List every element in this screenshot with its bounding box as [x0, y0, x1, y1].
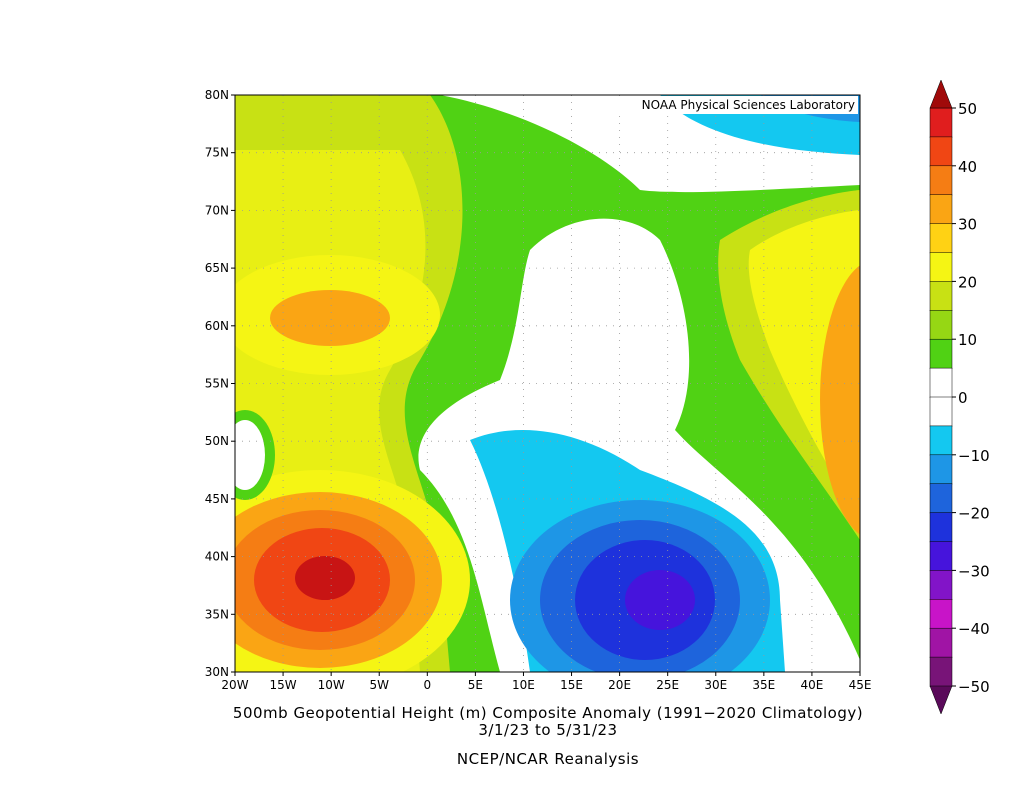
colorbar-label: −40 [958, 620, 990, 638]
lat-label: 35N [205, 607, 229, 621]
map-title: 500mb Geopotential Height (m) Composite … [233, 704, 863, 722]
lon-label: 15W [270, 678, 297, 692]
lon-label: 10W [318, 678, 345, 692]
color-band [929, 396, 953, 427]
color-band [929, 310, 953, 340]
lon-label: 35E [752, 678, 775, 692]
over-arrow [929, 79, 953, 109]
color-band [929, 338, 953, 369]
lat-label: 50N [205, 434, 229, 448]
color-band [929, 107, 953, 138]
source: NCEP/NCAR Reanalysis [457, 750, 639, 768]
lon-label: 30E [704, 678, 727, 692]
colorbar: 50 40 30 20 10 0 −10 −20 −30 −40 −50 [929, 79, 990, 715]
lat-label: 70N [205, 203, 229, 217]
colorbar-label: −30 [958, 562, 990, 580]
color-band [929, 281, 953, 312]
lat-label: 80N [205, 88, 229, 102]
color-band [929, 425, 953, 456]
color-band [929, 627, 953, 658]
lat-label: 45N [205, 492, 229, 506]
map-frame [234, 94, 861, 673]
colorbar-label: 20 [958, 273, 977, 291]
color-band [929, 570, 953, 601]
lat-label: 60N [205, 319, 229, 333]
color-band [929, 483, 953, 514]
lon-label: 15E [560, 678, 583, 692]
colorbar-label: −20 [958, 505, 990, 523]
color-band [929, 512, 953, 543]
colorbar-label: −50 [958, 678, 990, 696]
date-range: 3/1/23 to 5/31/23 [478, 721, 617, 739]
graticule [231, 94, 861, 676]
lon-label: 40E [800, 678, 823, 692]
lon-label: 45E [849, 678, 872, 692]
lon-label: 0 [423, 678, 431, 692]
lat-label: 55N [205, 377, 229, 391]
color-band [929, 136, 953, 167]
color-band [929, 541, 953, 572]
colorbar-label: 0 [958, 389, 968, 407]
anomaly-field [235, 95, 860, 672]
color-band [929, 223, 953, 254]
color-band [929, 252, 953, 283]
colorbar-label: 10 [958, 331, 977, 349]
color-band [929, 599, 953, 629]
lat-label: 75N [205, 146, 229, 160]
lon-label: 20E [608, 678, 631, 692]
under-arrow [929, 685, 953, 715]
colorbar-label: 50 [958, 100, 977, 118]
color-band [929, 656, 953, 687]
color-band [929, 165, 953, 196]
color-band [929, 194, 953, 225]
lon-label: 5E [468, 678, 483, 692]
colorbar-label: −10 [958, 447, 990, 465]
lat-label: 65N [205, 261, 229, 275]
lon-label: 25E [656, 678, 679, 692]
lon-label: 5W [369, 678, 389, 692]
lon-label: 10E [512, 678, 535, 692]
color-band [929, 454, 953, 485]
color-band [929, 367, 953, 398]
colorbar-label: 40 [958, 158, 977, 176]
credit: NOAA Physical Sciences Laboratory [642, 98, 855, 112]
lat-label: 40N [205, 550, 229, 564]
lon-label: 20W [221, 678, 248, 692]
colorbar-label: 30 [958, 216, 977, 234]
lat-label: 30N [205, 665, 229, 679]
credit-box [590, 96, 858, 114]
